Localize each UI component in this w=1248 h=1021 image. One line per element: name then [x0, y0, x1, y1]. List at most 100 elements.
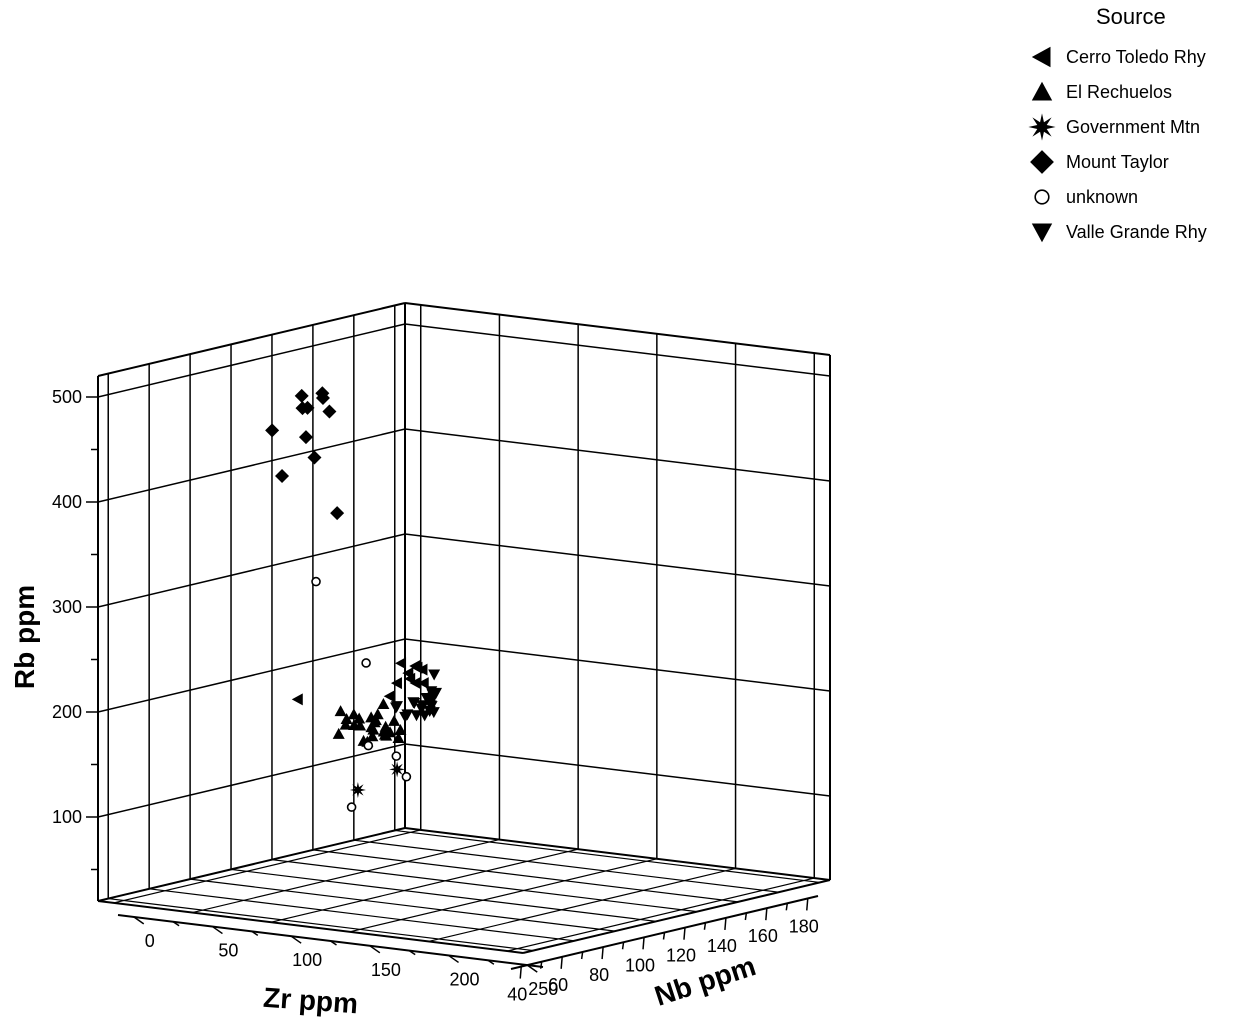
y-tick-minor: [408, 950, 416, 956]
grid-line-floor: [394, 829, 820, 884]
grid-line-floor: [271, 859, 698, 913]
data-point: [361, 658, 371, 668]
frame-edge: [522, 879, 831, 954]
series-mount-taylor: [265, 386, 345, 521]
legend-label: Mount Taylor: [1066, 151, 1169, 172]
y-tick-major: [369, 945, 381, 954]
z-axis-label: Rb ppm: [9, 585, 40, 689]
tick-labels: 100 200 300 400 500 40 60 80 100 120 140 160 180 0 50 1…: [52, 387, 819, 1005]
data-point: [416, 700, 429, 712]
legend-marker-triangle-up: [1031, 81, 1053, 101]
x-tick-label: 100: [625, 955, 655, 975]
y-tick-minor: [330, 940, 337, 946]
legend-marker-triangle-down: [1031, 223, 1053, 243]
data-point: [346, 802, 357, 812]
x-tick-minor: [662, 932, 666, 940]
frame-edge: [404, 302, 831, 356]
legend-item: Government Mtn: [1026, 112, 1200, 142]
legend-marker: [1031, 81, 1053, 101]
data-point: [377, 697, 390, 709]
x-tick-minor: [785, 903, 789, 911]
y-tick-major: [526, 964, 538, 973]
grid-line-floor: [271, 848, 579, 923]
data-point: [349, 781, 366, 798]
legend-item: Valle Grande Rhy: [1026, 217, 1207, 247]
legend-label: El Rechuelos: [1066, 81, 1173, 102]
legend-item: unknown: [1026, 182, 1138, 212]
y-tick-label: 50: [218, 941, 238, 961]
x-tick-minor: [744, 912, 748, 921]
legend-item: Cerro Toledo Rhy: [1026, 42, 1206, 72]
data-point: [300, 400, 315, 415]
series-valle-grande-rhy: [390, 669, 443, 723]
grid-line-floor: [230, 868, 657, 922]
x-tick-minor: [621, 942, 625, 950]
data-point: [391, 751, 402, 761]
data-point: [427, 707, 440, 719]
grid-line-floor: [108, 897, 534, 952]
legend-item: Mount Taylor: [1026, 147, 1169, 177]
grid-line-right-wall: [404, 638, 831, 692]
x-tick-label: 60: [548, 975, 568, 995]
data-point: [428, 669, 441, 681]
axis-frame: [97, 302, 831, 954]
legend-label: unknown: [1066, 186, 1139, 207]
z-tick-label: 300: [52, 597, 82, 617]
data-point: [392, 731, 405, 743]
z-tick-label: 100: [52, 807, 82, 827]
frame-edge: [97, 827, 406, 902]
legend-marker-star: [1028, 113, 1056, 141]
floor-panel: [98, 828, 830, 953]
y-tick-label: 150: [371, 960, 401, 980]
grid-line-floor: [507, 877, 815, 952]
y-tick-major: [448, 954, 459, 964]
z-tick-label: 400: [52, 492, 82, 512]
grid-lines: [97, 304, 831, 952]
grid-line-left-wall: [97, 428, 406, 503]
data-point: [275, 468, 290, 483]
series-government-mtn: [349, 761, 406, 798]
data-point: [330, 506, 345, 521]
grid-line-left-wall: [97, 638, 406, 713]
data-point: [389, 761, 406, 778]
z-tick-label: 200: [52, 702, 82, 722]
data-point: [383, 690, 395, 703]
x-tick-minor: [703, 922, 707, 930]
x-tick-label: 180: [789, 916, 819, 936]
y-tick-minor: [172, 921, 180, 927]
y-tick-major: [290, 935, 302, 944]
axis-panels: [98, 303, 830, 953]
x-tick-label: 80: [589, 965, 609, 985]
data-point: [388, 714, 401, 726]
data-point: [340, 713, 353, 725]
tick-marks: [86, 396, 819, 979]
data-point: [311, 576, 321, 587]
x-tick-major: [806, 898, 809, 911]
series-cerro-toledo-rhy: [291, 657, 429, 706]
legend-marker-triangle-left: [1031, 46, 1051, 68]
legend-marker: [1031, 223, 1053, 243]
data-point: [395, 657, 407, 670]
grid-line-right-wall: [404, 323, 831, 377]
grid-line-right-wall: [404, 533, 831, 587]
grid-line-floor: [149, 888, 575, 942]
grid-line-floor: [190, 878, 616, 932]
right-wall-panel: [405, 303, 830, 880]
x-tick-major: [683, 927, 686, 940]
legend-marker-diamond: [1030, 150, 1054, 174]
x-tick-label: 140: [707, 936, 737, 956]
y-tick-label: 250: [528, 979, 558, 999]
frame-edge: [97, 302, 406, 377]
legend-label: Government Mtn: [1066, 116, 1201, 137]
legend-item: El Rechuelos: [1026, 77, 1172, 107]
x-tick-major: [560, 956, 563, 969]
data-point: [339, 718, 352, 730]
grid-line-left-wall: [97, 743, 406, 818]
grid-line-floor: [349, 858, 657, 933]
x-tick-label: 120: [666, 946, 696, 966]
x-axis-label: Zr ppm: [262, 982, 359, 1020]
data-point: [332, 727, 345, 739]
z-tick-label: 500: [52, 387, 82, 407]
legend-marker-circle-open: [1034, 189, 1050, 205]
